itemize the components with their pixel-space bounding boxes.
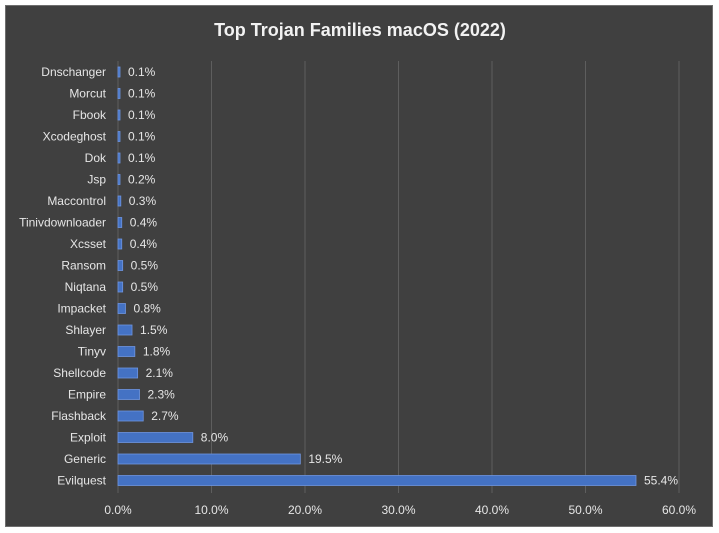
data-label: 0.1% xyxy=(128,87,156,101)
category-label: Maccontrol xyxy=(47,194,106,208)
data-label: 0.1% xyxy=(128,130,156,144)
category-label: Tinivdownloader xyxy=(19,216,106,230)
bar xyxy=(117,389,140,400)
x-tick-label: 40.0% xyxy=(475,503,509,517)
data-label: 0.1% xyxy=(128,65,156,79)
bar xyxy=(117,174,121,185)
x-tick-label: 50.0% xyxy=(568,503,602,517)
data-label: 1.8% xyxy=(143,345,171,359)
category-label: Dok xyxy=(85,151,107,165)
bar xyxy=(117,303,126,314)
x-tick-label: 60.0% xyxy=(662,503,696,517)
bar xyxy=(117,453,301,465)
bar xyxy=(117,152,121,164)
x-tick-label: 30.0% xyxy=(381,503,415,517)
category-label: Generic xyxy=(64,452,106,466)
category-label: Exploit xyxy=(70,431,107,445)
category-label: Jsp xyxy=(87,173,106,187)
bar xyxy=(117,66,121,78)
bar-chart: Top Trojan Families macOS (2022) Dnschan… xyxy=(19,20,696,517)
bar xyxy=(117,367,139,379)
chart-area: Top Trojan Families macOS (2022) Dnschan… xyxy=(5,5,713,527)
bar xyxy=(117,195,122,207)
category-label: Tinyv xyxy=(78,345,106,359)
category-label: Niqtana xyxy=(65,280,107,294)
x-axis-tick-labels: 0.0% 10.0% 20.0% 30.0% 40.0% 50.0% 60.0% xyxy=(104,503,696,517)
bar xyxy=(117,410,144,422)
gridlines xyxy=(117,61,680,493)
category-labels: Dnschanger Morcut Fbook Xcodeghost Dok Jsp Mac… xyxy=(19,65,107,488)
value-labels: 0.1% 0.1% 0.1% 0.1% 0.1% 0.2% 0.3% 0.4% 0.4% 0.5%… xyxy=(128,65,678,488)
data-label: 2.3% xyxy=(148,388,176,402)
category-label: Shlayer xyxy=(65,323,106,337)
bar xyxy=(117,88,121,99)
data-label: 0.8% xyxy=(133,302,161,316)
category-label: Shellcode xyxy=(53,366,106,380)
category-label: Flashback xyxy=(51,409,107,423)
bar xyxy=(117,324,133,336)
data-label: 55.4% xyxy=(644,474,678,488)
category-label: Ransom xyxy=(61,259,106,273)
data-label: 1.5% xyxy=(140,323,168,337)
category-label: Impacket xyxy=(57,302,106,316)
category-label: Dnschanger xyxy=(41,65,106,79)
data-label: 0.4% xyxy=(130,216,158,230)
data-label: 0.2% xyxy=(128,173,156,187)
data-label: 0.1% xyxy=(128,108,156,122)
category-label: Xcsset xyxy=(70,237,107,251)
category-label: Empire xyxy=(68,388,106,402)
bar xyxy=(117,432,194,443)
chart-title: Top Trojan Families macOS (2022) xyxy=(214,20,506,40)
data-label: 0.5% xyxy=(131,280,159,294)
x-tick-label: 20.0% xyxy=(288,503,322,517)
data-label: 8.0% xyxy=(201,431,229,445)
bar xyxy=(117,131,121,142)
bar xyxy=(117,109,121,121)
bars xyxy=(117,66,637,486)
data-label: 0.3% xyxy=(129,194,157,208)
x-tick-label: 0.0% xyxy=(104,503,132,517)
bar xyxy=(117,346,136,357)
category-label: Xcodeghost xyxy=(43,130,107,144)
bar xyxy=(117,260,124,271)
bar xyxy=(117,281,124,293)
bar xyxy=(117,217,123,228)
data-label: 0.1% xyxy=(128,151,156,165)
data-label: 2.1% xyxy=(146,366,174,380)
category-label: Fbook xyxy=(73,108,107,122)
bar xyxy=(117,238,123,250)
data-label: 19.5% xyxy=(308,452,342,466)
category-label: Evilquest xyxy=(57,474,106,488)
data-label: 2.7% xyxy=(151,409,179,423)
x-tick-label: 10.0% xyxy=(194,503,228,517)
data-label: 0.5% xyxy=(131,259,159,273)
bar xyxy=(117,475,637,486)
category-label: Morcut xyxy=(69,87,106,101)
data-label: 0.4% xyxy=(130,237,158,251)
